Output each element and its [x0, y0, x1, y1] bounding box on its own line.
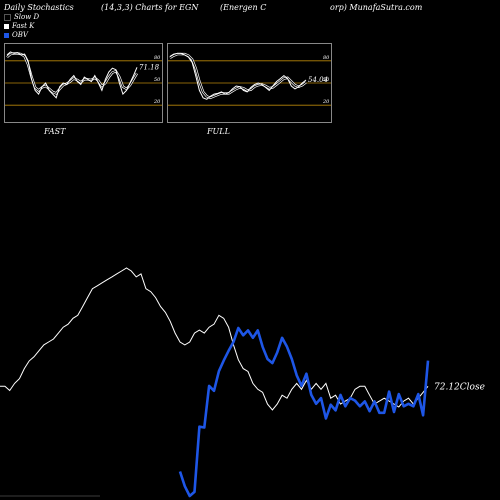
full-panel-border — [167, 43, 332, 123]
fast-fast-k-line — [6, 51, 138, 99]
fast-stochastic-panel: 80 50 20 71.18 — [4, 43, 163, 123]
full-stochastic-plot: 80 50 20 54.04 — [167, 43, 332, 123]
fast-level-label-80: 80 — [154, 55, 161, 61]
chart-title: Daily Stochastics — [4, 3, 74, 12]
fast-stochastic-plot: 80 50 20 71.18 — [4, 43, 163, 123]
full-level-label-80: 80 — [323, 55, 330, 61]
fast-level-label-20: 20 — [153, 99, 161, 105]
company-name-left: (Energen C — [220, 3, 267, 12]
full-stochastic-panel: 80 50 20 54.04 — [167, 43, 332, 123]
full-value-label: 54.04 — [308, 76, 328, 84]
legend-swatch-fast-k — [4, 23, 9, 29]
fast-value-label: 71.18 — [139, 63, 160, 71]
close-price-line — [0, 267, 429, 411]
chart-params: (14,3,3) Charts for EGN — [101, 3, 199, 12]
close-value-label: 72.12Close — [434, 382, 485, 392]
full-slow-d-line — [169, 53, 307, 99]
legend-item-fast-k: Fast K — [4, 22, 34, 30]
obv-line — [178, 326, 430, 498]
legend-item-obv: OBV — [4, 31, 28, 39]
full-level-label-20: 20 — [322, 99, 330, 105]
legend-label-fast-k: Fast K — [12, 22, 35, 30]
full-level-label-50: 50 — [323, 77, 330, 83]
legend-label-slow-d: Slow D — [14, 13, 40, 21]
full-panel-label: FULL — [207, 127, 230, 136]
company-name-right: orp) MunafaSutra.com — [330, 3, 423, 12]
legend-swatch-slow-d — [4, 13, 11, 21]
legend-swatch-obv — [4, 32, 9, 38]
fast-slow-d-line — [6, 52, 138, 95]
legend-item-slow-d: Slow D — [4, 13, 39, 21]
fast-level-label-50: 50 — [154, 77, 161, 83]
full-fast-k-line — [169, 52, 307, 100]
fast-panel-border — [4, 43, 163, 123]
fast-panel-label: FAST — [44, 127, 66, 136]
legend-label-obv: OBV — [12, 31, 28, 39]
